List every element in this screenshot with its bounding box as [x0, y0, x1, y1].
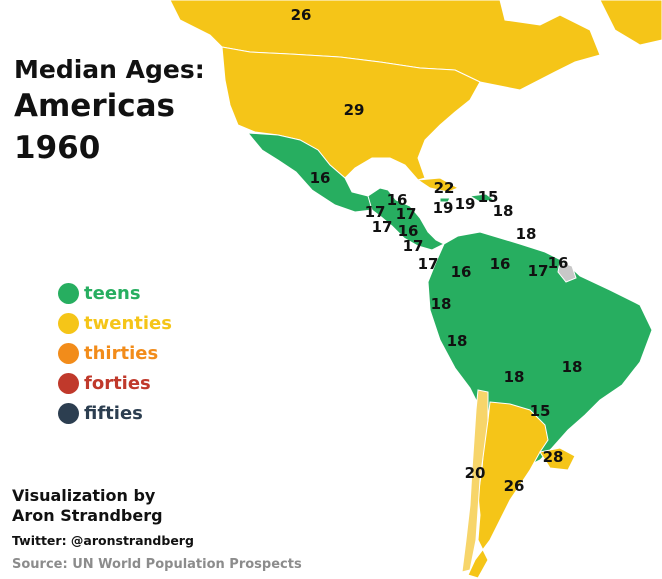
- title-line-2: Americas: [14, 88, 175, 124]
- age-label-venezuela: 16: [490, 255, 511, 273]
- legend-item-fifties: fifties: [58, 398, 172, 428]
- age-label-united-states: 29: [344, 101, 365, 119]
- age-label-puerto-rico: 18: [493, 202, 514, 220]
- legend-label-twenties: twenties: [84, 312, 172, 334]
- age-label-el-salvador: 17: [372, 218, 393, 236]
- legend: teens twenties thirties forties fifties: [58, 278, 172, 428]
- age-label-guatemala: 17: [365, 203, 386, 221]
- region-uruguay: [539, 447, 576, 471]
- age-label-uruguay: 28: [543, 448, 564, 466]
- age-label-trinidad-and-tobago: 18: [516, 225, 537, 243]
- region-cuba: [416, 177, 460, 193]
- legend-label-forties: forties: [84, 372, 151, 394]
- age-label-paraguay: 15: [530, 402, 551, 420]
- age-label-costa-rica: 17: [403, 237, 424, 255]
- legend-label-teens: teens: [84, 282, 141, 304]
- legend-item-teens: teens: [58, 278, 172, 308]
- age-label-haiti: 19: [455, 195, 476, 213]
- legend-label-thirties: thirties: [84, 342, 159, 364]
- title-line-1: Median Ages:: [14, 55, 205, 84]
- age-label-honduras: 17: [396, 205, 417, 223]
- legend-dot-twenties: [58, 312, 79, 334]
- legend-dot-forties: [58, 372, 79, 394]
- age-label-nicaragua: 16: [398, 222, 419, 240]
- age-label-brazil: 18: [562, 358, 583, 376]
- title-line-3: 1960: [14, 130, 101, 166]
- age-label-suriname: 16: [548, 254, 569, 272]
- legend-dot-teens: [58, 282, 79, 304]
- legend-item-twenties: twenties: [58, 308, 172, 338]
- legend-item-thirties: thirties: [58, 338, 172, 368]
- age-label-peru: 18: [447, 332, 468, 350]
- age-label-bolivia: 18: [504, 368, 525, 386]
- credit-line-1: Visualization by: [12, 486, 156, 505]
- credit-source: Source: UN World Population Prospects: [12, 557, 302, 572]
- legend-label-fifties: fifties: [84, 402, 143, 424]
- age-label-ecuador: 18: [431, 295, 452, 313]
- age-label-cuba: 22: [434, 179, 455, 197]
- age-label-colombia: 16: [451, 263, 472, 281]
- legend-dot-thirties: [58, 342, 79, 364]
- age-label-dominican-republic: 15: [478, 188, 499, 206]
- legend-item-forties: forties: [58, 368, 172, 398]
- region-french-guiana: [557, 261, 577, 283]
- legend-dot-fifties: [58, 402, 79, 424]
- age-label-guyana: 17: [528, 262, 549, 280]
- age-label-argentina: 26: [504, 477, 525, 495]
- region-greenland: [599, 0, 662, 46]
- credit-twitter: Twitter: @aronstrandberg: [12, 533, 194, 548]
- region-central-america: [367, 187, 446, 251]
- region-chile: [461, 389, 489, 573]
- age-label-panama: 17: [418, 255, 439, 273]
- credit-line-2: Aron Strandberg: [12, 506, 163, 525]
- age-label-chile: 20: [465, 464, 486, 482]
- age-label-mexico: 16: [310, 169, 331, 187]
- age-label-jamaica: 19: [433, 199, 454, 217]
- region-hispaniola: [468, 193, 496, 203]
- region-jamaica: [439, 197, 451, 203]
- age-label-belize: 16: [387, 191, 408, 209]
- age-label-canada: 26: [291, 6, 312, 24]
